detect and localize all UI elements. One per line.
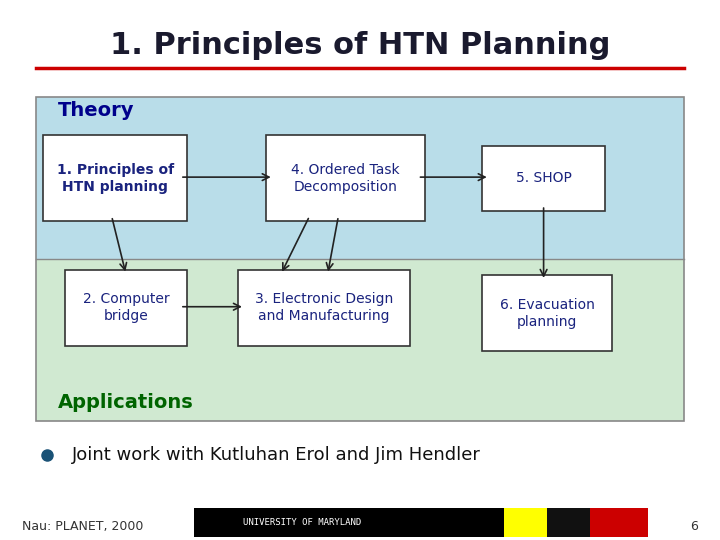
- Text: 6: 6: [690, 520, 698, 533]
- Text: Joint work with Kutluhan Erol and Jim Hendler: Joint work with Kutluhan Erol and Jim He…: [72, 446, 481, 464]
- FancyBboxPatch shape: [504, 508, 547, 537]
- FancyBboxPatch shape: [194, 508, 648, 537]
- FancyBboxPatch shape: [590, 508, 648, 537]
- FancyBboxPatch shape: [238, 270, 410, 346]
- Text: 1. Principles of HTN Planning: 1. Principles of HTN Planning: [110, 31, 610, 60]
- Text: Nau: PLANET, 2000: Nau: PLANET, 2000: [22, 520, 143, 533]
- Text: UNIVERSITY OF MARYLAND: UNIVERSITY OF MARYLAND: [243, 518, 361, 526]
- Text: Applications: Applications: [58, 393, 194, 412]
- Text: 6. Evacuation
planning: 6. Evacuation planning: [500, 298, 595, 329]
- FancyBboxPatch shape: [482, 146, 605, 211]
- FancyBboxPatch shape: [65, 270, 187, 346]
- Text: Theory: Theory: [58, 101, 134, 120]
- Text: 1. Principles of
HTN planning: 1. Principles of HTN planning: [57, 163, 174, 194]
- FancyBboxPatch shape: [36, 259, 684, 421]
- FancyBboxPatch shape: [266, 135, 425, 221]
- Text: 2. Computer
bridge: 2. Computer bridge: [83, 292, 169, 323]
- FancyBboxPatch shape: [547, 508, 590, 537]
- Text: 4. Ordered Task
Decomposition: 4. Ordered Task Decomposition: [292, 163, 400, 194]
- FancyBboxPatch shape: [43, 135, 187, 221]
- FancyBboxPatch shape: [36, 97, 684, 259]
- Text: 3. Electronic Design
and Manufacturing: 3. Electronic Design and Manufacturing: [255, 292, 393, 323]
- FancyBboxPatch shape: [482, 275, 612, 351]
- Text: 5. SHOP: 5. SHOP: [516, 171, 572, 185]
